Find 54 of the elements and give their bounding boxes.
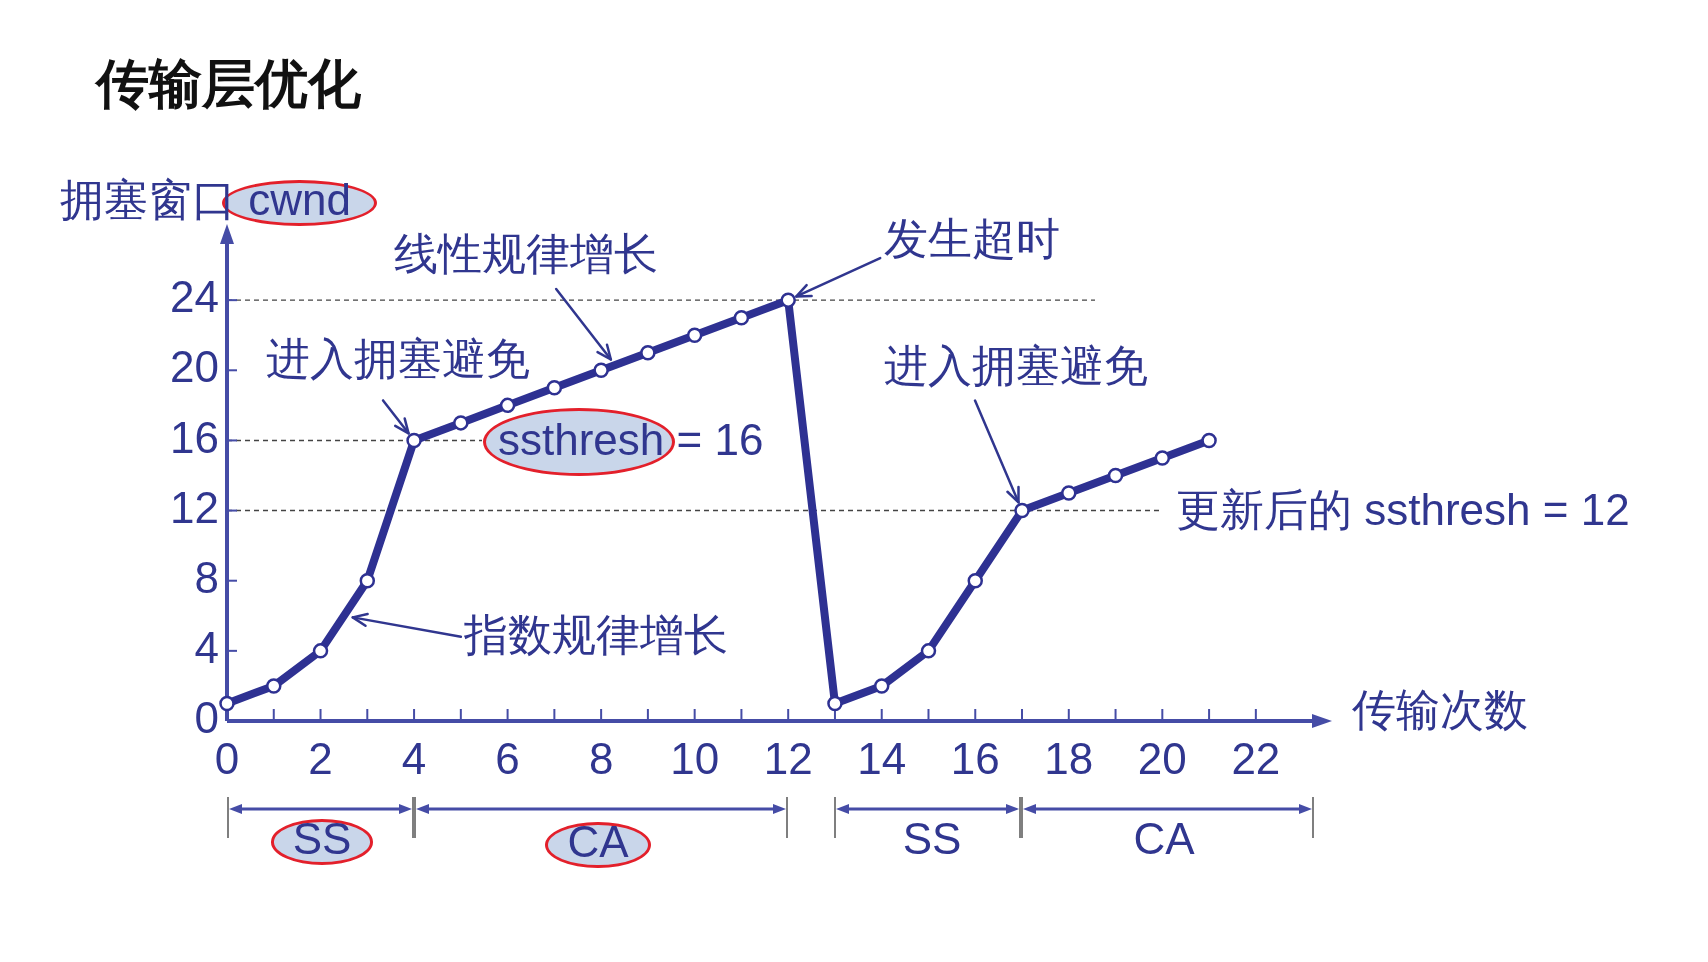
y-axis-title: 拥塞窗口 cwnd bbox=[60, 175, 351, 225]
point bbox=[266, 678, 282, 694]
y-tick-label: 16 bbox=[170, 412, 219, 462]
x-tick-label: 18 bbox=[1044, 733, 1094, 783]
x-tick-label: 4 bbox=[401, 733, 427, 783]
point bbox=[733, 309, 750, 326]
point bbox=[1107, 467, 1124, 484]
text: SS bbox=[902, 814, 962, 864]
point bbox=[967, 572, 984, 589]
ref-line-label: 更新后的 ssthresh = 12 bbox=[1176, 484, 1630, 534]
y-tick-label: 20 bbox=[170, 342, 219, 392]
x-axis-title: 传输次数 bbox=[1352, 685, 1528, 735]
point bbox=[406, 432, 422, 449]
point bbox=[359, 572, 376, 589]
point bbox=[453, 415, 469, 431]
point bbox=[1014, 502, 1030, 519]
point bbox=[920, 643, 937, 659]
point bbox=[780, 292, 796, 308]
annotation: 进入拥塞避免 bbox=[884, 340, 1149, 390]
point bbox=[1201, 432, 1217, 449]
annotation: 进入拥塞避免 bbox=[266, 333, 531, 383]
text: CA bbox=[567, 817, 630, 867]
point bbox=[546, 380, 563, 396]
ref-line-label: ssthresh = 16 bbox=[498, 414, 764, 464]
y-tick-label: 0 bbox=[194, 693, 219, 743]
point bbox=[593, 362, 609, 379]
point bbox=[1061, 485, 1077, 501]
point bbox=[873, 678, 890, 694]
text: SS bbox=[292, 814, 352, 864]
x-tick-label: 10 bbox=[670, 733, 720, 783]
x-tick-label: 22 bbox=[1231, 733, 1281, 783]
annotation: 指数规律增长 bbox=[462, 609, 728, 659]
y-tick-label: 12 bbox=[170, 482, 219, 532]
point bbox=[640, 345, 656, 361]
y-tick-label: 4 bbox=[194, 623, 219, 672]
annotation: 线性规律增长 bbox=[394, 229, 659, 279]
point bbox=[686, 327, 703, 343]
point bbox=[1154, 450, 1171, 466]
point bbox=[827, 695, 843, 712]
point bbox=[499, 397, 516, 414]
y-tick-label: 24 bbox=[170, 272, 219, 322]
text: CA bbox=[1133, 814, 1196, 864]
point bbox=[219, 695, 235, 712]
x-tick-label: 12 bbox=[763, 733, 813, 783]
x-tick-label: 16 bbox=[950, 733, 1000, 783]
x-tick-label: 6 bbox=[495, 733, 520, 783]
point bbox=[312, 643, 329, 659]
x-tick-label: 8 bbox=[588, 733, 614, 783]
y-tick-label: 8 bbox=[194, 552, 219, 602]
chart-title: 传输层优化 bbox=[94, 53, 362, 113]
x-tick-label: 20 bbox=[1137, 733, 1187, 783]
annotation: 发生超时 bbox=[884, 214, 1061, 264]
x-tick-label: 14 bbox=[857, 733, 907, 783]
x-tick-label: 2 bbox=[308, 733, 333, 783]
